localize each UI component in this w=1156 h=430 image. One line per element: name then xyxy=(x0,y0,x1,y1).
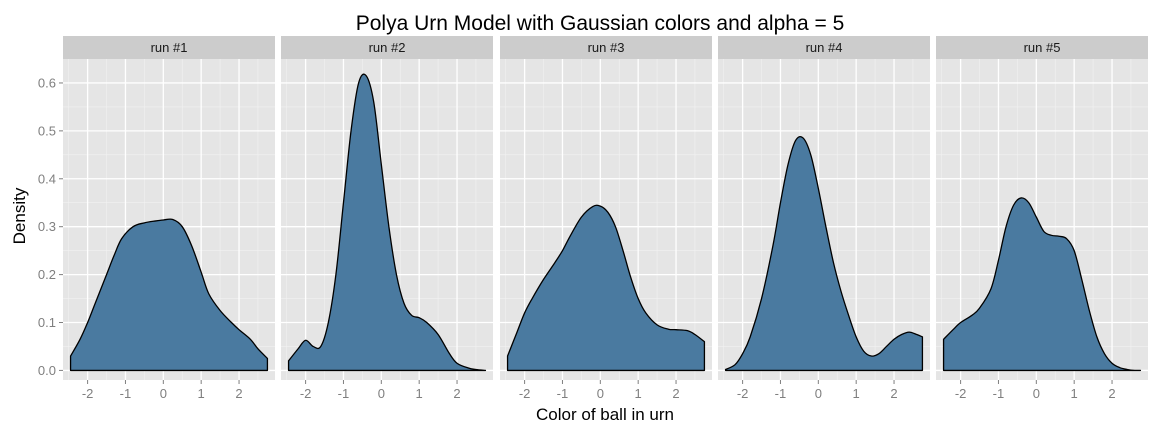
density-area xyxy=(287,73,487,372)
y-tick-label: 0.2 xyxy=(38,267,56,282)
x-axis-title: Color of ball in urn xyxy=(536,405,674,424)
density-area xyxy=(724,135,924,372)
y-tick-label: 0.0 xyxy=(38,363,56,378)
density-area xyxy=(506,204,706,372)
x-tick-label: 2 xyxy=(890,386,897,401)
x-tick-label: -1 xyxy=(338,386,350,401)
facet-panel-5: run #5 -2 -1 0 1 2 xyxy=(936,36,1148,401)
x-tick-label: -2 xyxy=(737,386,749,401)
x-tick-label: -2 xyxy=(519,386,531,401)
facet-strip-label: run #3 xyxy=(588,40,625,55)
y-axis: 0.0 0.1 0.2 0.3 0.4 0.5 0.6 xyxy=(38,75,63,378)
density-area xyxy=(69,218,269,372)
x-tick-label: 0 xyxy=(597,386,604,401)
x-tick-label: -2 xyxy=(82,386,94,401)
facet-strip xyxy=(281,36,493,59)
y-tick-label: 0.1 xyxy=(38,315,56,330)
facet-panel-1: run #1 -2 -1 0 1 2 xyxy=(63,36,275,401)
y-tick-label: 0.3 xyxy=(38,219,56,234)
x-tick-label: 0 xyxy=(815,386,822,401)
facet-strip-label: run #2 xyxy=(369,40,406,55)
x-tick-label: 2 xyxy=(1108,386,1115,401)
facet-strip xyxy=(500,36,712,59)
x-tick-label: 0 xyxy=(160,386,167,401)
facet-panel-3: run #3 -2 -1 0 1 2 xyxy=(500,36,712,401)
x-tick-label: 2 xyxy=(453,386,460,401)
x-tick-label: -1 xyxy=(775,386,787,401)
facet-strip xyxy=(63,36,275,59)
x-tick-label: 1 xyxy=(416,386,423,401)
facet-strip-label: run #5 xyxy=(1024,40,1061,55)
y-tick-label: 0.4 xyxy=(38,171,56,186)
x-tick-label: -1 xyxy=(557,386,569,401)
x-tick-label: -1 xyxy=(120,386,132,401)
x-tick-label: 1 xyxy=(853,386,860,401)
facet-panel-4: run #4 -2 -1 0 1 2 xyxy=(718,36,930,401)
x-tick-label: 2 xyxy=(235,386,242,401)
x-tick-label: 0 xyxy=(378,386,385,401)
facet-panel-2: run #2 -2 -1 0 1 2 xyxy=(281,36,493,401)
y-tick-label: 0.5 xyxy=(38,123,56,138)
x-tick-label: 0 xyxy=(1033,386,1040,401)
y-axis-title: Density xyxy=(10,187,29,244)
x-tick-label: -1 xyxy=(993,386,1005,401)
x-tick-label: 1 xyxy=(635,386,642,401)
y-tick-label: 0.6 xyxy=(38,75,56,90)
x-tick-label: -2 xyxy=(300,386,312,401)
x-tick-label: 2 xyxy=(672,386,679,401)
facet-strip xyxy=(718,36,930,59)
facet-strip-label: run #1 xyxy=(151,40,188,55)
facet-strip-label: run #4 xyxy=(806,40,843,55)
chart-title: Polya Urn Model with Gaussian colors and… xyxy=(356,12,845,35)
x-tick-label: -2 xyxy=(955,386,967,401)
density-area xyxy=(942,197,1142,372)
x-tick-label: 1 xyxy=(198,386,205,401)
x-tick-label: 1 xyxy=(1071,386,1078,401)
facet-strip xyxy=(936,36,1148,59)
